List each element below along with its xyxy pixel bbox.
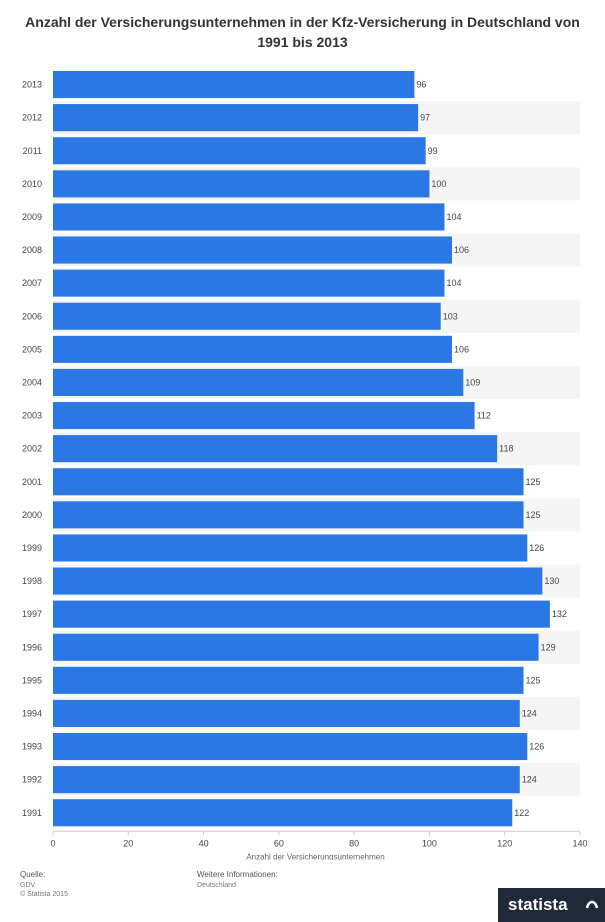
bar-2011	[53, 137, 426, 165]
value-label-2012: 97	[420, 113, 430, 123]
bar-2009	[53, 203, 445, 231]
category-label-1993: 1993	[22, 742, 42, 752]
chart-title: Anzahl der Versicherungsunternehmen in d…	[25, 14, 580, 50]
bar-1994	[53, 699, 520, 727]
category-label-2000: 2000	[22, 510, 42, 520]
bar-2002	[53, 435, 498, 463]
category-label-1994: 1994	[22, 708, 42, 718]
x-tick-label-140: 140	[572, 838, 587, 848]
source-label: Quelle:	[20, 870, 46, 879]
bar-2001	[53, 468, 524, 496]
x-tick-label-20: 20	[123, 838, 133, 848]
value-label-2008: 106	[454, 245, 469, 255]
value-label-2006: 103	[443, 311, 458, 321]
bar-2007	[53, 269, 445, 297]
statista-logo[interactable]: statista	[498, 888, 605, 922]
bar-2010	[53, 170, 430, 198]
value-label-1993: 126	[529, 742, 544, 752]
bar-2003	[53, 402, 475, 430]
category-label-1995: 1995	[22, 675, 42, 685]
category-label-2009: 2009	[22, 212, 42, 222]
value-label-1995: 125	[526, 675, 541, 685]
category-label-1999: 1999	[22, 543, 42, 553]
bar-1998	[53, 567, 543, 595]
value-label-2011: 99	[428, 146, 438, 156]
statista-logo-text: statista	[508, 895, 568, 914]
category-label-2005: 2005	[22, 344, 42, 354]
category-label-2012: 2012	[22, 113, 42, 123]
x-tick-label-120: 120	[497, 838, 512, 848]
category-label-2004: 2004	[22, 377, 42, 387]
value-label-1999: 126	[529, 543, 544, 553]
info-label: Weitere Informationen:	[197, 870, 278, 879]
bar-1995	[53, 666, 524, 694]
source-value: GDV	[20, 882, 36, 889]
bar-2000	[53, 501, 524, 529]
bar-2006	[53, 302, 441, 330]
statista-logo-icon	[585, 900, 599, 909]
category-label-2001: 2001	[22, 477, 42, 487]
bar-1996	[53, 633, 539, 661]
value-label-2001: 125	[526, 477, 541, 487]
x-tick-label-40: 40	[199, 838, 209, 848]
value-label-2003: 112	[477, 411, 491, 421]
value-label-2005: 106	[454, 344, 469, 354]
category-label-2013: 2013	[22, 80, 42, 90]
x-tick-label-80: 80	[349, 838, 359, 848]
category-label-2007: 2007	[22, 278, 42, 288]
bar-1991	[53, 799, 513, 827]
value-label-2009: 104	[446, 212, 461, 222]
value-label-1992: 124	[522, 775, 537, 785]
bar-1997	[53, 600, 550, 628]
value-label-2007: 104	[446, 278, 461, 288]
category-label-1991: 1991	[22, 808, 42, 818]
bar-2004	[53, 368, 464, 396]
value-label-2004: 109	[465, 377, 480, 387]
category-label-1998: 1998	[22, 576, 42, 586]
bar-chart: 2013 96 2012 97 2011 99 2010 100 2009 104 2008 106 2…	[22, 71, 588, 860]
category-label-1992: 1992	[22, 775, 42, 785]
value-label-1991: 122	[514, 808, 529, 818]
x-tick-label-60: 60	[274, 838, 284, 848]
x-tick-label-100: 100	[422, 838, 437, 848]
value-label-2013: 96	[416, 80, 426, 90]
copyright-text: © Statista 2015	[20, 891, 68, 898]
category-label-1997: 1997	[22, 609, 42, 619]
info-value: Deutschland	[197, 882, 236, 889]
category-label-2002: 2002	[22, 444, 42, 454]
value-label-2000: 125	[526, 510, 541, 520]
bar-2008	[53, 236, 453, 264]
category-label-2006: 2006	[22, 311, 42, 321]
bar-2005	[53, 335, 453, 363]
bar-1999	[53, 534, 528, 562]
value-label-1998: 130	[544, 576, 559, 586]
value-label-1997: 132	[552, 609, 567, 619]
category-label-2010: 2010	[22, 179, 42, 189]
value-label-1994: 124	[522, 708, 537, 718]
category-label-2011: 2011	[23, 146, 42, 156]
bar-2013	[53, 71, 415, 99]
bar-2012	[53, 104, 419, 132]
category-label-1996: 1996	[22, 642, 42, 652]
value-label-2010: 100	[431, 179, 446, 189]
x-tick-label-0: 0	[50, 838, 55, 848]
bar-1992	[53, 766, 520, 794]
category-label-2003: 2003	[22, 411, 42, 421]
x-axis-title: Anzahl der Versicherungsunternehmen	[246, 852, 384, 860]
category-label-2008: 2008	[22, 245, 42, 255]
value-label-2002: 118	[499, 444, 513, 454]
bar-1993	[53, 733, 528, 761]
value-label-1996: 129	[541, 642, 556, 652]
